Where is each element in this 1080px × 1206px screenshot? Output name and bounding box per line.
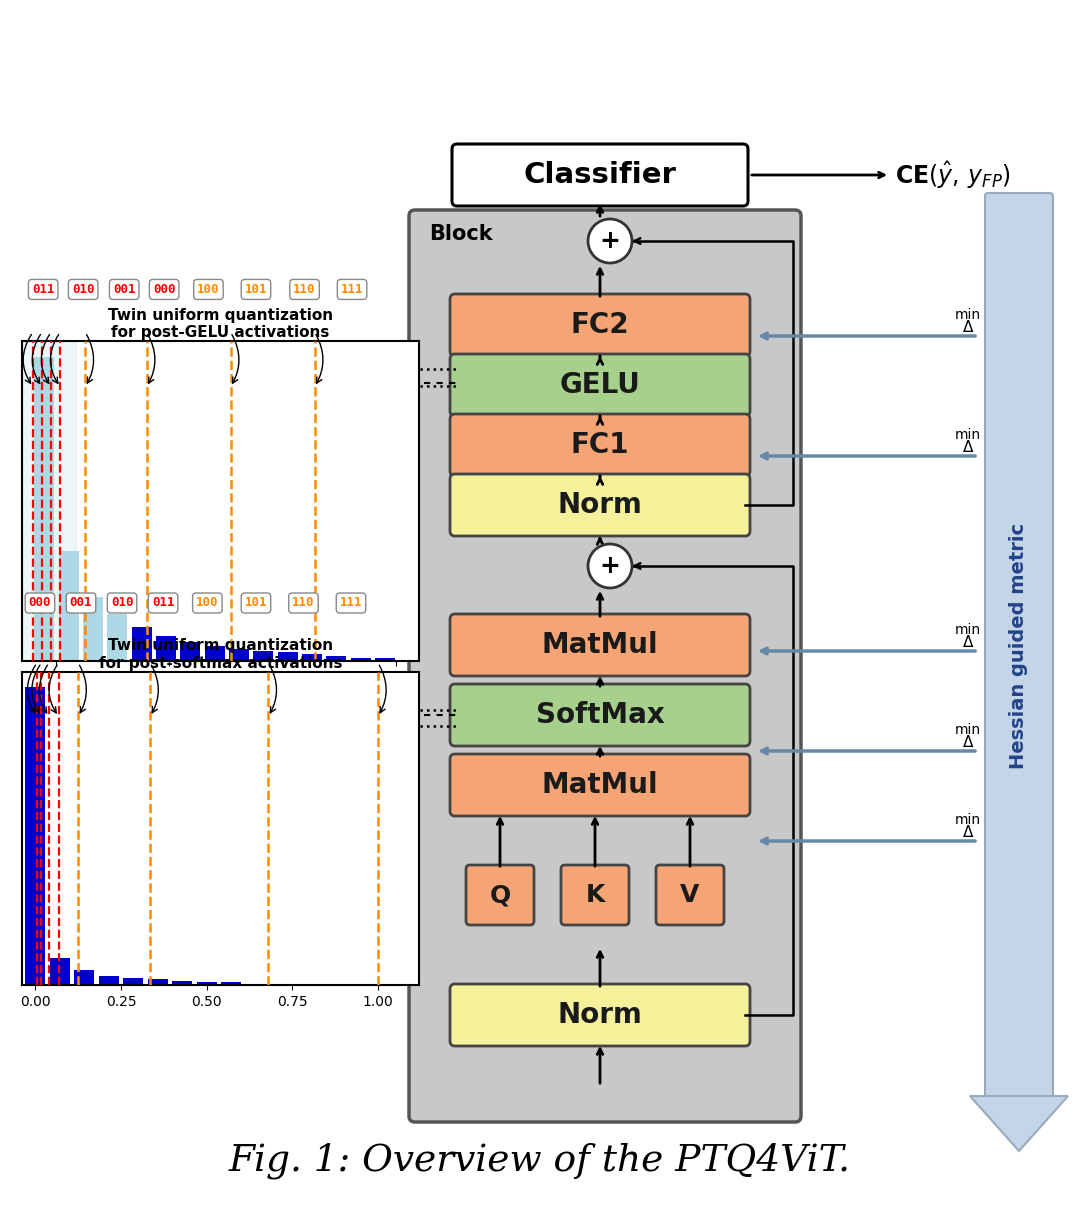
Text: 101: 101 [245,597,267,609]
Text: 111: 111 [341,283,363,295]
Text: +: + [599,229,620,253]
Text: Norm: Norm [557,491,643,519]
Text: min: min [955,724,981,737]
Text: 001: 001 [113,283,135,295]
Text: 101: 101 [245,283,267,295]
Bar [270,984,291,985]
FancyBboxPatch shape [450,294,750,356]
Polygon shape [970,1096,1068,1151]
Text: GELU: GELU [559,371,640,399]
FancyBboxPatch shape [561,865,629,925]
Text: Classifier: Classifier [524,160,676,189]
Bar [75,971,94,985]
FancyBboxPatch shape [450,474,750,535]
Bar [148,979,167,985]
Title: Twin uniform quantization
for post-GELU activations: Twin uniform quantization for post-GELU … [108,308,333,340]
Bar [156,636,176,661]
Bar [172,980,192,985]
Text: MatMul: MatMul [542,631,659,658]
Text: V: V [680,883,700,907]
FancyBboxPatch shape [450,754,750,816]
Text: min: min [955,813,981,827]
Bar [50,959,70,985]
Text: 010: 010 [72,283,94,295]
Bar [221,983,241,985]
Bar [343,984,364,985]
Bar [375,657,395,661]
Text: 100: 100 [198,283,219,295]
Text: Δ: Δ [962,320,973,335]
Text: 001: 001 [70,597,92,609]
Title: Twin uniform quantization
for post-softmax activations: Twin uniform quantization for post-softm… [98,638,342,671]
Bar [25,686,45,985]
Text: K: K [585,883,605,907]
Text: FC2: FC2 [570,311,630,339]
Bar [278,652,298,661]
Text: SoftMax: SoftMax [536,701,664,728]
FancyBboxPatch shape [450,614,750,677]
Text: MatMul: MatMul [542,771,659,800]
Text: 110: 110 [293,597,314,609]
Text: 000: 000 [153,283,175,295]
Circle shape [588,219,632,263]
Circle shape [588,544,632,589]
Bar [35,357,54,661]
Bar [83,597,103,661]
Text: min: min [955,308,981,322]
FancyBboxPatch shape [409,210,801,1122]
Text: +: + [599,554,620,578]
FancyBboxPatch shape [465,865,534,925]
Text: Δ: Δ [962,734,973,750]
Bar [132,627,151,661]
Text: Hessian guided metric: Hessian guided metric [1010,523,1028,769]
FancyBboxPatch shape [656,865,724,925]
Bar [58,551,79,661]
Text: Q: Q [489,883,511,907]
Text: $\mathbf{CE}(\hat{y},\, y_{FP})$: $\mathbf{CE}(\hat{y},\, y_{FP})$ [895,159,1011,191]
Text: 011: 011 [32,283,54,295]
Bar [22,341,76,661]
Text: 010: 010 [111,597,133,609]
Bar [254,651,273,661]
FancyBboxPatch shape [453,144,748,206]
Text: 000: 000 [29,597,51,609]
FancyBboxPatch shape [450,355,750,416]
Bar [368,984,388,985]
Text: Δ: Δ [962,636,973,650]
Bar [123,978,144,985]
Bar [295,984,314,985]
Text: 111: 111 [340,597,362,609]
Text: min: min [955,428,981,443]
Text: 110: 110 [294,283,315,295]
Bar [107,614,127,661]
Bar [98,977,119,985]
Bar [197,983,217,985]
Text: 011: 011 [152,597,174,609]
Text: 100: 100 [197,597,218,609]
Text: Δ: Δ [962,825,973,841]
Text: Δ: Δ [962,440,973,455]
FancyBboxPatch shape [450,684,750,747]
Bar [180,643,200,661]
Text: Fig. 1: Overview of the PTQ4ViT.: Fig. 1: Overview of the PTQ4ViT. [229,1143,851,1179]
FancyBboxPatch shape [450,414,750,476]
Bar [326,656,347,661]
Bar [351,657,370,661]
Text: min: min [955,624,981,637]
Text: FC1: FC1 [570,431,630,459]
Bar [204,645,225,661]
FancyBboxPatch shape [450,984,750,1046]
Bar [245,984,266,985]
FancyBboxPatch shape [985,193,1053,1099]
Bar [229,649,249,661]
Bar [302,654,322,661]
Bar [319,984,339,985]
Text: Norm: Norm [557,1001,643,1029]
Text: Block: Block [429,224,492,244]
